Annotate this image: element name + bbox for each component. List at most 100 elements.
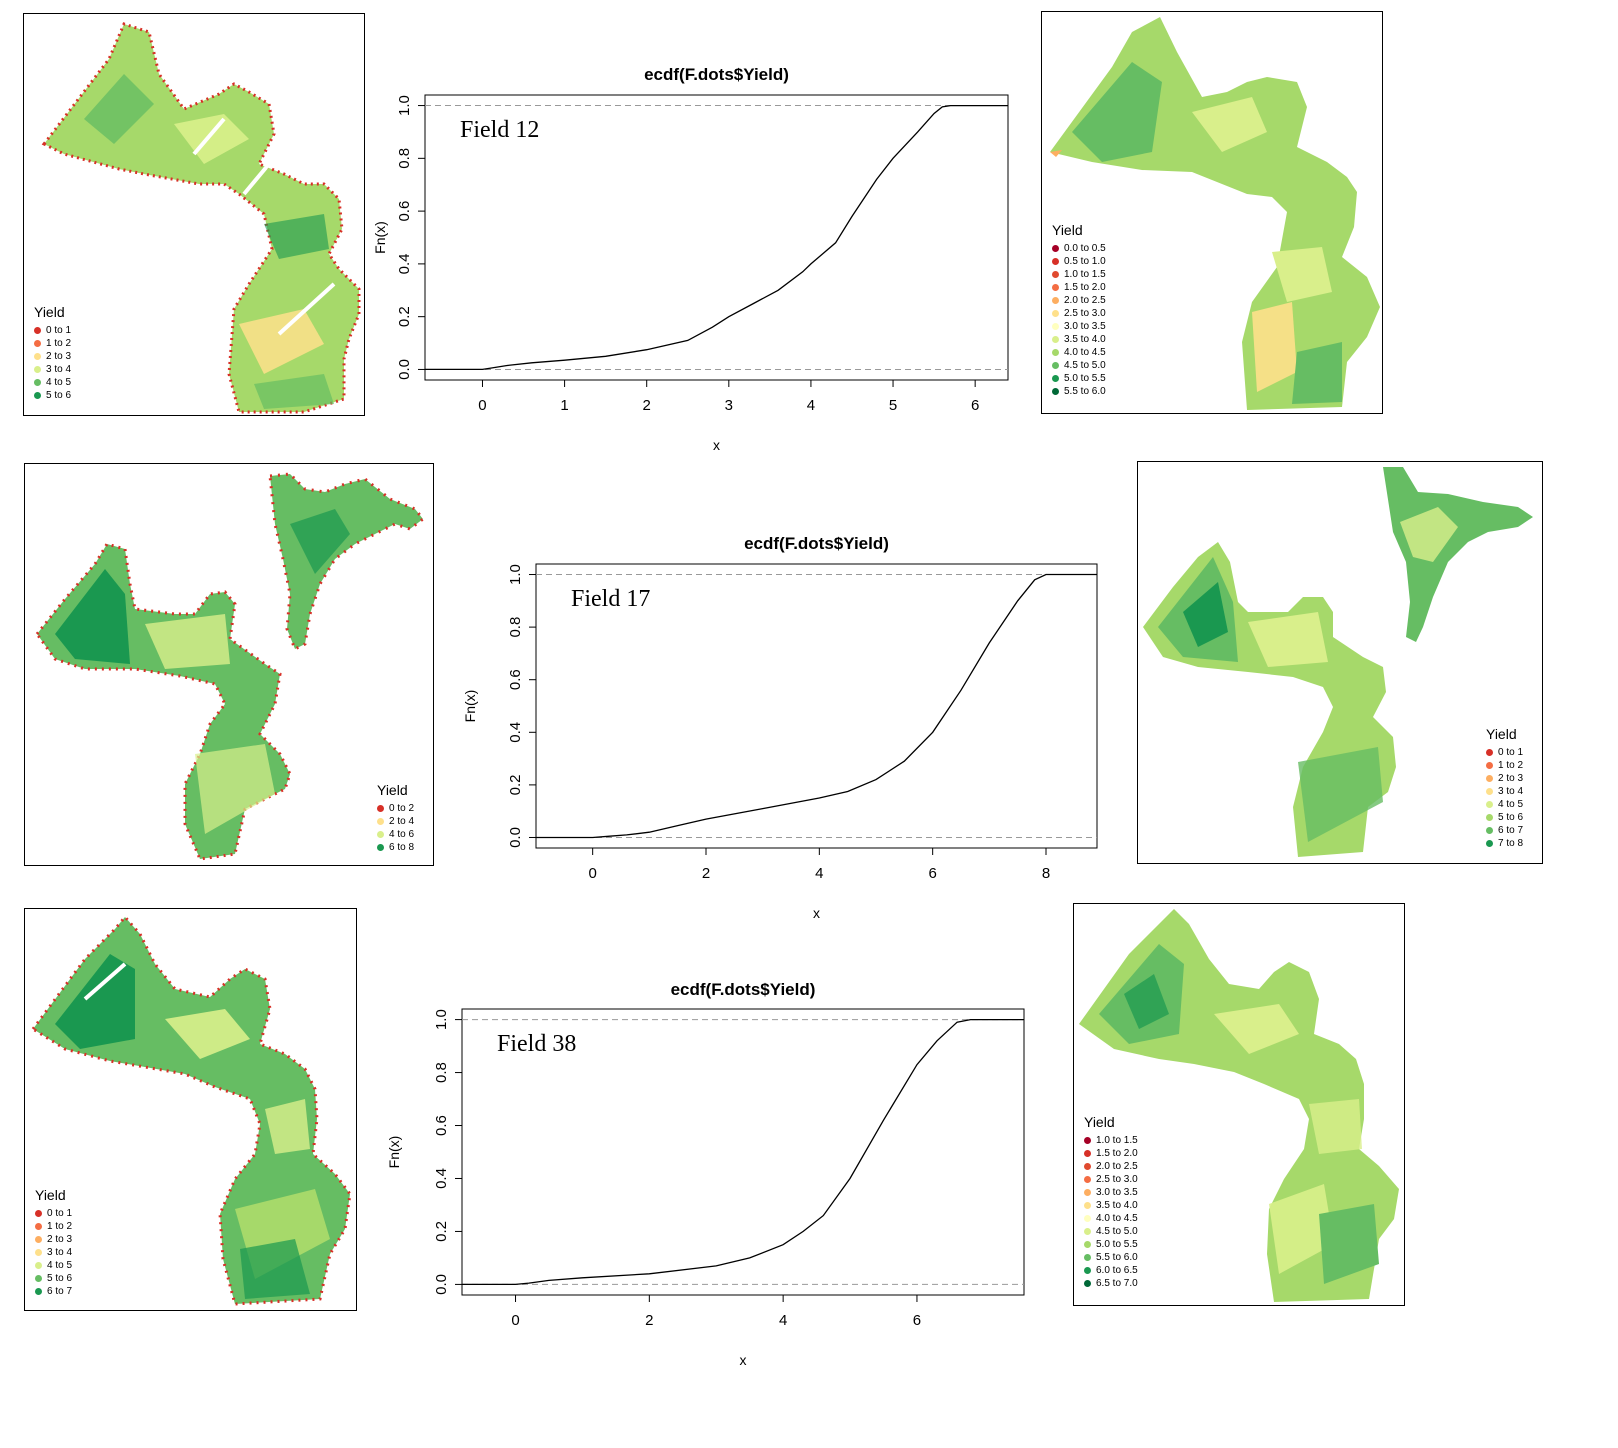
- legend-swatch: [1084, 1202, 1091, 1209]
- legend-item: 2 to 3: [34, 350, 71, 363]
- x-tick-label: 2: [702, 865, 710, 882]
- legend-item: 3 to 4: [34, 363, 71, 376]
- legend-swatch: [34, 366, 41, 373]
- y-tick-label: 0.0: [433, 1274, 450, 1295]
- legend-swatch: [1084, 1267, 1091, 1274]
- legend-item: 3.5 to 4.0: [1084, 1199, 1138, 1212]
- legend-item: 0 to 1: [34, 324, 71, 337]
- legend-label: 4.0 to 4.5: [1096, 1213, 1138, 1224]
- legend-swatch: [35, 1249, 42, 1256]
- legend-label: 0.0 to 0.5: [1064, 243, 1106, 254]
- x-tick-label: 5: [889, 397, 897, 414]
- chart-title: ecdf(F.dots$Yield): [744, 534, 889, 553]
- legend-item: 4.0 to 4.5: [1084, 1212, 1138, 1225]
- legend-item: 4.5 to 5.0: [1084, 1225, 1138, 1238]
- legend-swatch: [35, 1223, 42, 1230]
- y-axis-label: Fn(x): [372, 221, 388, 254]
- legend-label: 7 to 8: [1498, 838, 1524, 849]
- legend-label: 4.0 to 4.5: [1064, 347, 1106, 358]
- y-tick-label: 0.2: [433, 1221, 450, 1242]
- legend-item: 2.0 to 2.5: [1084, 1160, 1138, 1173]
- legend-label: 4.5 to 5.0: [1064, 360, 1106, 371]
- legend-swatch: [377, 818, 384, 825]
- legend-swatch: [1084, 1228, 1091, 1235]
- legend-label: 0 to 1: [47, 1208, 73, 1219]
- legend-swatch: [1052, 310, 1059, 317]
- legend-item: 1.0 to 1.5: [1052, 268, 1106, 281]
- legend-swatch: [34, 327, 41, 334]
- yield-map-field38-points: Yield 0 to 1 1 to 2 2 to 3 3 to 4 4 to 5 5 to …: [24, 908, 357, 1311]
- legend-swatch: [1084, 1137, 1091, 1144]
- legend-item: 5.0 to 5.5: [1052, 372, 1106, 385]
- ecdf-curve: [425, 104, 1008, 371]
- legend-swatch: [1052, 388, 1059, 395]
- x-tick-label: 0: [478, 397, 486, 414]
- y-tick-label: 0.2: [507, 774, 524, 795]
- legend-swatch: [35, 1210, 42, 1217]
- legend-label: 2.5 to 3.0: [1096, 1174, 1138, 1185]
- legend-item: 5.0 to 5.5: [1084, 1238, 1138, 1251]
- legend-swatch: [1084, 1176, 1091, 1183]
- legend-label: 5.0 to 5.5: [1096, 1239, 1138, 1250]
- map-legend: Yield 0 to 1 1 to 2 2 to 3 3 to 4 4 to 5 5 to …: [1486, 726, 1523, 850]
- legend-swatch: [1052, 258, 1059, 265]
- legend-label: 2 to 4: [389, 816, 415, 827]
- x-tick-label: 6: [928, 865, 936, 882]
- x-tick-label: 2: [645, 1312, 653, 1329]
- legend-label: 4 to 5: [46, 377, 72, 388]
- y-axis-label: Fn(x): [386, 1136, 402, 1169]
- x-tick-label: 4: [815, 865, 823, 882]
- y-tick-label: 0.6: [507, 669, 524, 690]
- legend-item: 4 to 5: [34, 376, 71, 389]
- map-svg: [1079, 909, 1399, 1302]
- x-axis-label: x: [740, 1352, 747, 1368]
- chart-title: ecdf(F.dots$Yield): [671, 980, 816, 999]
- legend-label: 6.0 to 6.5: [1096, 1265, 1138, 1276]
- field-shape: [1143, 467, 1533, 857]
- map-svg: [41, 22, 361, 414]
- legend-item: 2.5 to 3.0: [1052, 307, 1106, 320]
- legend-label: 1 to 2: [47, 1221, 73, 1232]
- field-shape: [30, 914, 352, 1306]
- legend-item: 5.5 to 6.0: [1052, 385, 1106, 398]
- legend-item: 5 to 6: [35, 1272, 72, 1285]
- legend-item: 0.0 to 0.5: [1052, 242, 1106, 255]
- legend-swatch: [1052, 297, 1059, 304]
- map-svg: [30, 914, 352, 1306]
- x-axis-label: x: [713, 437, 720, 453]
- legend-item: 4 to 5: [35, 1259, 72, 1272]
- y-tick-label: 0.4: [433, 1168, 450, 1189]
- field-annotation: Field 17: [571, 586, 650, 612]
- y-tick-label: 0.2: [396, 306, 413, 327]
- x-tick-label: 2: [643, 397, 651, 414]
- legend-label: 0.5 to 1.0: [1064, 256, 1106, 267]
- legend-item: 0 to 2: [377, 802, 414, 815]
- ecdf-curve: [536, 573, 1097, 839]
- legend-label: 3.0 to 3.5: [1064, 321, 1106, 332]
- legend-swatch: [1052, 323, 1059, 330]
- legend-label: 1 to 2: [46, 338, 72, 349]
- legend-swatch: [1084, 1254, 1091, 1261]
- y-tick-label: 0.8: [433, 1062, 450, 1083]
- legend-item: 2 to 3: [1486, 772, 1523, 785]
- legend-label: 2.5 to 3.0: [1064, 308, 1106, 319]
- map-legend: Yield 0 to 1 1 to 2 2 to 3 3 to 4 4 to 5 5 to …: [34, 304, 71, 402]
- legend-item: 4.0 to 4.5: [1052, 346, 1106, 359]
- field-shape: [35, 472, 426, 861]
- legend-label: 6 to 7: [1498, 825, 1524, 836]
- plot-frame: [535, 563, 1098, 849]
- legend-item: 2 to 3: [35, 1233, 72, 1246]
- legend-label: 3.0 to 3.5: [1096, 1187, 1138, 1198]
- y-tick-label: 1.0: [396, 95, 413, 116]
- map-legend: Yield 0.0 to 0.5 0.5 to 1.0 1.0 to 1.5 1.5 t…: [1052, 222, 1106, 398]
- legend-item: 6 to 7: [35, 1285, 72, 1298]
- legend-swatch: [35, 1236, 42, 1243]
- legend-item: 7 to 8: [1486, 837, 1523, 850]
- legend-label: 5.0 to 5.5: [1064, 373, 1106, 384]
- ecdf-curve: [462, 1018, 1024, 1286]
- legend-item: 6.5 to 7.0: [1084, 1277, 1138, 1290]
- x-tick-label: 0: [511, 1312, 519, 1329]
- legend-item: 5.5 to 6.0: [1084, 1251, 1138, 1264]
